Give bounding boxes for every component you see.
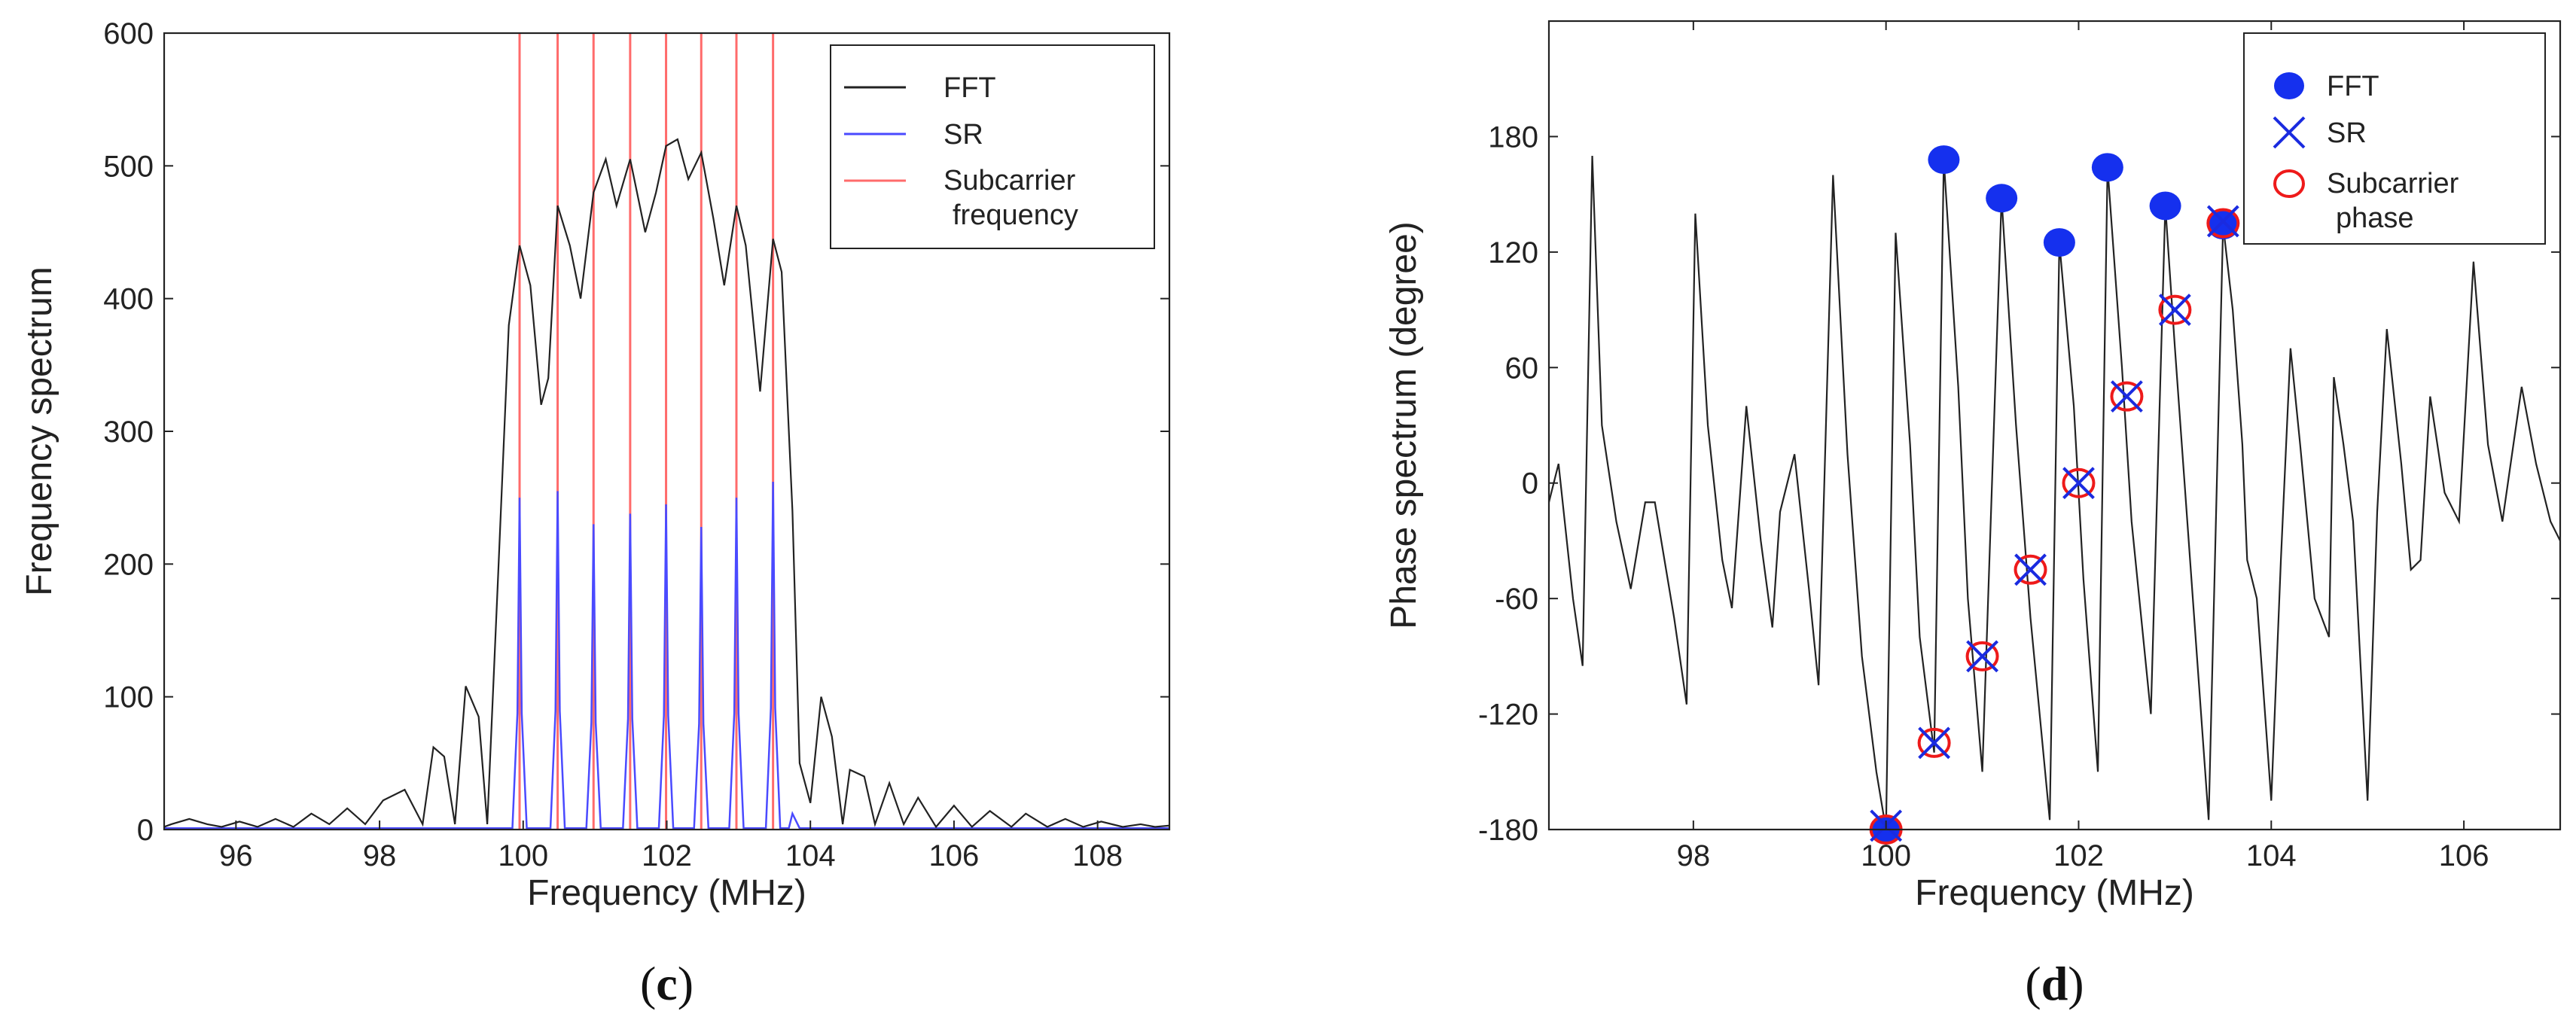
panel-c: 96 98 100 102 104 106 108 0 100 200 300 400 500 600 Fr… <box>20 17 1171 1010</box>
y-tick-label: 200 <box>103 548 154 581</box>
sr-marker <box>2014 553 2047 586</box>
x-tick-label: 96 <box>219 839 253 872</box>
subcarrier-phase-marker <box>1917 727 1951 758</box>
y-tick-label: 100 <box>103 681 154 714</box>
legend-entry-line: frequency <box>953 199 1078 231</box>
subcarrier-phase-marker <box>2206 208 2240 239</box>
legend-swatch-cross <box>2273 116 2306 149</box>
x-tick-label: 100 <box>498 839 548 872</box>
x-axis-label: Frequency (MHz) <box>527 873 806 913</box>
y-tick-label: 0 <box>137 814 154 847</box>
x-tick-label: 98 <box>363 839 397 872</box>
x-tick-label: 106 <box>929 839 980 872</box>
fft-marker <box>2091 153 2123 182</box>
y-tick-label: 60 <box>1505 352 1539 385</box>
x-tick-label: 100 <box>1861 839 1911 872</box>
y-tick-label: -120 <box>1478 699 1538 732</box>
y-tick-label: 600 <box>103 17 154 50</box>
plot-content <box>1549 155 2560 830</box>
fft-marker <box>2043 228 2075 257</box>
x-axis-label: Frequency (MHz) <box>1915 873 2194 913</box>
legend-entry-label: FFT <box>2327 71 2379 102</box>
fft-phase-line <box>1549 155 2560 830</box>
legend-swatch-ring <box>2273 169 2305 198</box>
legend-entry-line: Subcarrier <box>2327 168 2459 199</box>
y-tick-label: 300 <box>103 416 154 449</box>
legend-entry-label: Subcarrier frequency <box>944 165 1078 231</box>
fft-marker <box>1986 184 2018 213</box>
sr-marker <box>2206 205 2239 238</box>
fft-marker <box>2149 191 2181 221</box>
plot-content <box>164 33 1169 830</box>
y-tick-label: 400 <box>103 283 154 316</box>
y-tick-label: 120 <box>1488 236 1538 269</box>
panel-label: (d) <box>2025 957 2084 1010</box>
x-tick-label: 98 <box>1677 839 1711 872</box>
x-tick-label: 104 <box>785 839 836 872</box>
panel-label-close: ) <box>678 957 694 1010</box>
subcarrier-phase-marker <box>2158 294 2192 325</box>
panel-label: (c) <box>640 957 694 1010</box>
panel-label-letter: d <box>2041 957 2068 1010</box>
sr-series-line <box>164 481 1169 830</box>
y-tick-label: 0 <box>1522 467 1538 501</box>
legend-entry-label: SR <box>944 119 983 151</box>
legend-entry-line: Subcarrier <box>944 165 1076 196</box>
subcarrier-phase-marker <box>1965 641 1999 671</box>
panel-label-open: ( <box>2025 957 2041 1010</box>
sr-marker <box>1966 640 1998 673</box>
legend-box <box>830 44 1155 249</box>
fft-marker <box>2207 211 2239 240</box>
sr-marker <box>2111 380 2143 413</box>
legend-entry-label: Subcarrier phase <box>2327 168 2459 234</box>
subcarrier-phase-marker <box>2014 554 2047 585</box>
x-tick-label: 106 <box>2439 839 2489 872</box>
legend-entry-label: SR <box>2327 117 2367 149</box>
y-tick-label: -60 <box>1495 583 1538 616</box>
fft-marker <box>1928 145 1960 175</box>
x-tick-label: 102 <box>2053 839 2104 872</box>
y-tick-label: -180 <box>1478 814 1538 847</box>
legend-entry-label: FFT <box>944 72 996 104</box>
legend: FFT SR Subcarrier frequency <box>830 44 1155 249</box>
y-tick-label: 500 <box>103 150 154 183</box>
y-tick-label: 180 <box>1488 120 1538 154</box>
panel-d: 98 100 102 104 106 -180 -120 -60 0 60 120 180 Freque… <box>1384 20 2562 1010</box>
markers <box>1869 145 2240 845</box>
y-axis-label: Phase spectrum (degree) <box>1384 221 1424 629</box>
x-tick-label: 104 <box>2246 839 2297 872</box>
fft-series-line <box>164 138 1169 829</box>
legend: FFT SR Subcarrier phase <box>2243 32 2546 245</box>
y-axis-label: Frequency spectrum <box>20 266 59 596</box>
subcarrier-phase-marker <box>2110 381 2144 412</box>
sr-marker <box>1918 726 1951 760</box>
x-tick-label: 102 <box>642 839 692 872</box>
legend-entry-line: phase <box>2336 202 2414 234</box>
sr-marker <box>2062 467 2095 500</box>
sr-marker <box>2158 294 2191 326</box>
panel-label-open: ( <box>640 957 656 1010</box>
legend-swatch-dot <box>2274 72 2304 99</box>
panel-label-letter: c <box>656 957 677 1010</box>
axes-frame <box>1547 20 2562 831</box>
panel-label-close: ) <box>2068 957 2084 1010</box>
x-tick-label: 108 <box>1072 839 1123 872</box>
subcarrier-phase-marker <box>2062 467 2096 498</box>
